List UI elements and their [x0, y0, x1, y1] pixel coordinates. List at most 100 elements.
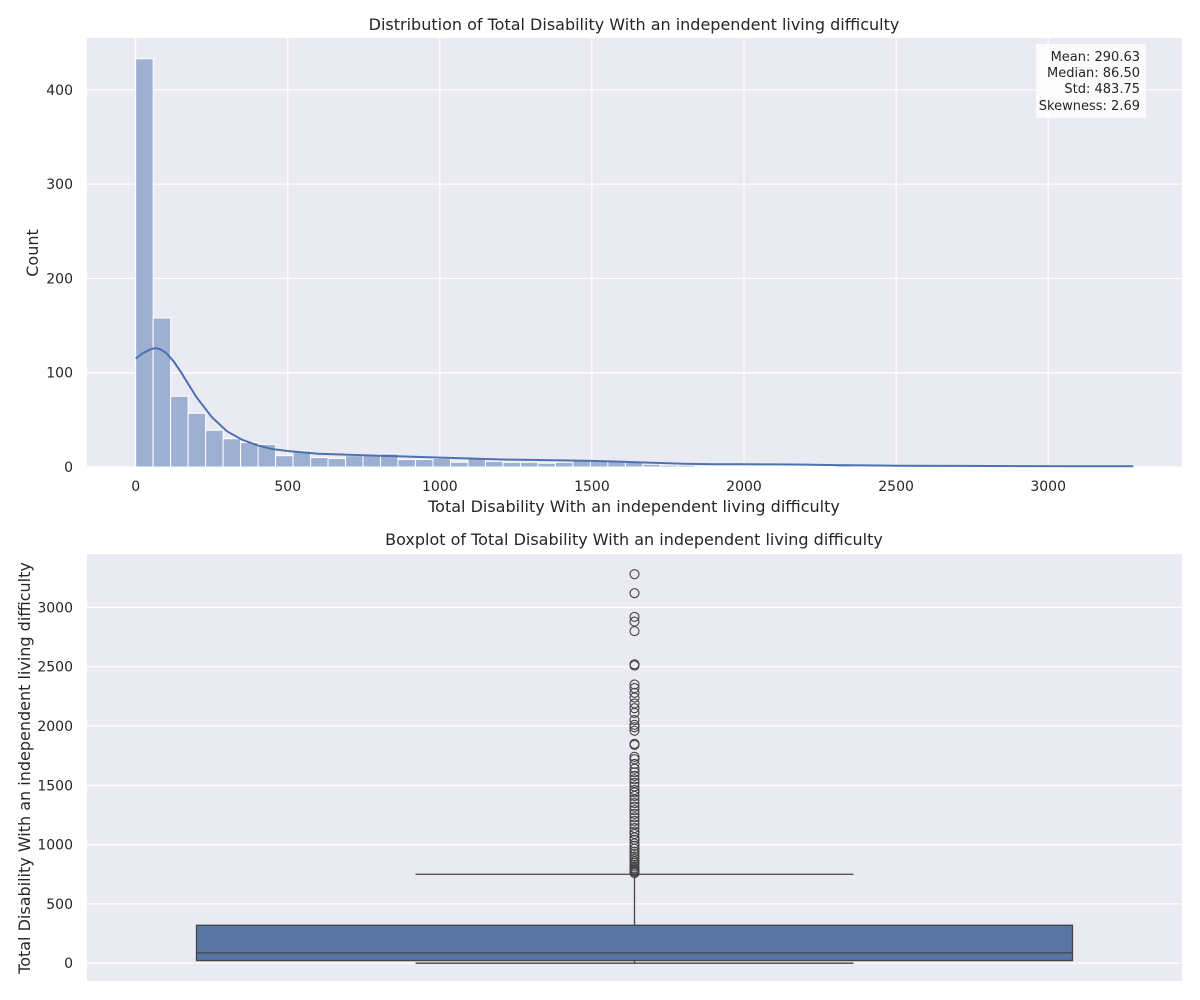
histogram-x-axis-label: Total Disability With an independent liv… — [427, 497, 840, 516]
outlier-point — [629, 659, 640, 670]
histogram-bar — [415, 458, 434, 468]
outlier-point — [629, 853, 640, 864]
outlier-point — [629, 815, 640, 826]
kde-line — [135, 347, 1134, 468]
histogram-bar — [205, 429, 224, 468]
histogram-bar — [519, 461, 539, 468]
histogram-x-ticks: 0 500 1000 1500 2000 2500 3000 — [131, 479, 1066, 495]
x-tick-label: 3000 — [1030, 479, 1066, 495]
histogram-bar — [642, 463, 661, 468]
boxplot-outliers — [629, 569, 640, 879]
histogram-bar — [310, 457, 329, 468]
outlier-point — [629, 812, 640, 823]
stats-skewness: Skewness: 2.69 — [1039, 99, 1140, 114]
outlier-point — [629, 840, 640, 851]
outlier-point — [629, 777, 640, 788]
histogram-plot-area — [87, 38, 1182, 467]
x-tick-label: 1500 — [574, 479, 610, 495]
y-tick-label: 500 — [46, 897, 73, 913]
outlier-point — [629, 588, 640, 599]
y-tick-label: 0 — [64, 956, 73, 972]
outlier-point — [629, 719, 640, 730]
histogram-bar — [152, 317, 172, 468]
histogram-bar — [240, 441, 259, 468]
histogram-bar — [449, 461, 469, 468]
outlier-point — [629, 822, 640, 834]
histogram-bar — [817, 465, 836, 468]
outlier-point — [629, 819, 640, 830]
outlier-point — [629, 808, 640, 819]
stats-mean: Mean: 290.63 — [1051, 50, 1140, 65]
histogram-bar — [764, 465, 784, 468]
outlier-point — [629, 767, 640, 778]
outlier-point — [629, 682, 640, 694]
histogram-bar — [170, 395, 189, 468]
outlier-point — [629, 754, 640, 765]
histogram-grid — [87, 38, 1182, 468]
outlier-point — [629, 805, 640, 816]
x-tick-label: 500 — [274, 479, 301, 495]
stats-median: Median: 86.50 — [1047, 66, 1140, 81]
x-tick-label: 0 — [131, 479, 140, 495]
y-tick-label: 1000 — [37, 838, 73, 854]
histogram-bar — [345, 455, 364, 468]
x-tick-label: 2000 — [726, 479, 762, 495]
y-tick-label: 2500 — [37, 660, 73, 676]
x-tick-label: 2500 — [878, 479, 914, 495]
y-tick-label: 0 — [64, 460, 73, 476]
histogram-bar — [712, 465, 731, 468]
stats-box: Mean: 290.63 Median: 86.50 Std: 483.75 S… — [1036, 44, 1146, 118]
y-tick-label: 2000 — [37, 719, 73, 735]
histogram-y-axis-label: Count — [23, 229, 42, 277]
histogram-bars — [135, 58, 1134, 468]
outlier-point — [629, 846, 640, 857]
boxplot-chart: 0 500 1000 1500 2000 2500 3000 Boxplot of Tota… — [15, 530, 1182, 981]
histogram-bar — [729, 465, 749, 468]
histogram-bar — [659, 464, 679, 468]
outlier-point — [629, 758, 640, 769]
histogram-bar — [327, 458, 347, 468]
histogram-title: Distribution of Total Disability With an… — [369, 15, 900, 34]
y-tick-label: 100 — [46, 366, 73, 382]
outlier-point — [629, 834, 640, 845]
outlier-point — [629, 679, 640, 690]
histogram-bar — [747, 465, 766, 468]
histogram-bar — [502, 461, 521, 468]
histogram-bar — [397, 458, 416, 468]
outlier-point — [629, 698, 640, 709]
y-tick-label: 300 — [46, 177, 73, 193]
histogram-bar — [537, 462, 556, 468]
boxplot-box-group — [195, 873, 1074, 964]
outlier-point — [629, 616, 640, 627]
histogram-bar — [275, 455, 294, 468]
histogram-bar — [782, 465, 801, 468]
histogram-bar — [135, 58, 154, 468]
outlier-point — [629, 703, 640, 714]
histogram-bar — [222, 438, 242, 468]
outlier-point — [629, 781, 640, 792]
boxplot-y-axis-label: Total Disability With an independent liv… — [15, 562, 34, 975]
outlier-point — [629, 725, 640, 736]
outlier-point — [629, 611, 640, 622]
outlier-point — [629, 687, 640, 698]
histogram-bar — [484, 460, 504, 468]
outlier-point — [629, 784, 640, 796]
outlier-point — [629, 798, 640, 809]
outlier-point — [629, 751, 640, 762]
outlier-point — [629, 722, 640, 733]
outlier-point — [629, 851, 640, 862]
outlier-point — [629, 826, 640, 837]
histogram-chart: 0 500 1000 1500 2000 2500 3000 0 100 200 300 400 D… — [23, 15, 1182, 516]
stats-std: Std: 483.75 — [1064, 82, 1140, 97]
y-tick-label: 200 — [46, 271, 73, 287]
outlier-point — [629, 801, 640, 812]
x-tick-label: 1000 — [422, 479, 458, 495]
outlier-point — [629, 774, 640, 785]
outlier-point — [629, 849, 640, 860]
histogram-bar — [554, 461, 574, 468]
boxplot-y-ticks: 0 500 1000 1500 2000 2500 3000 — [37, 600, 73, 972]
y-tick-label: 3000 — [37, 600, 73, 616]
histogram-bar — [187, 412, 207, 468]
boxplot-title: Boxplot of Total Disability With an inde… — [385, 530, 883, 549]
